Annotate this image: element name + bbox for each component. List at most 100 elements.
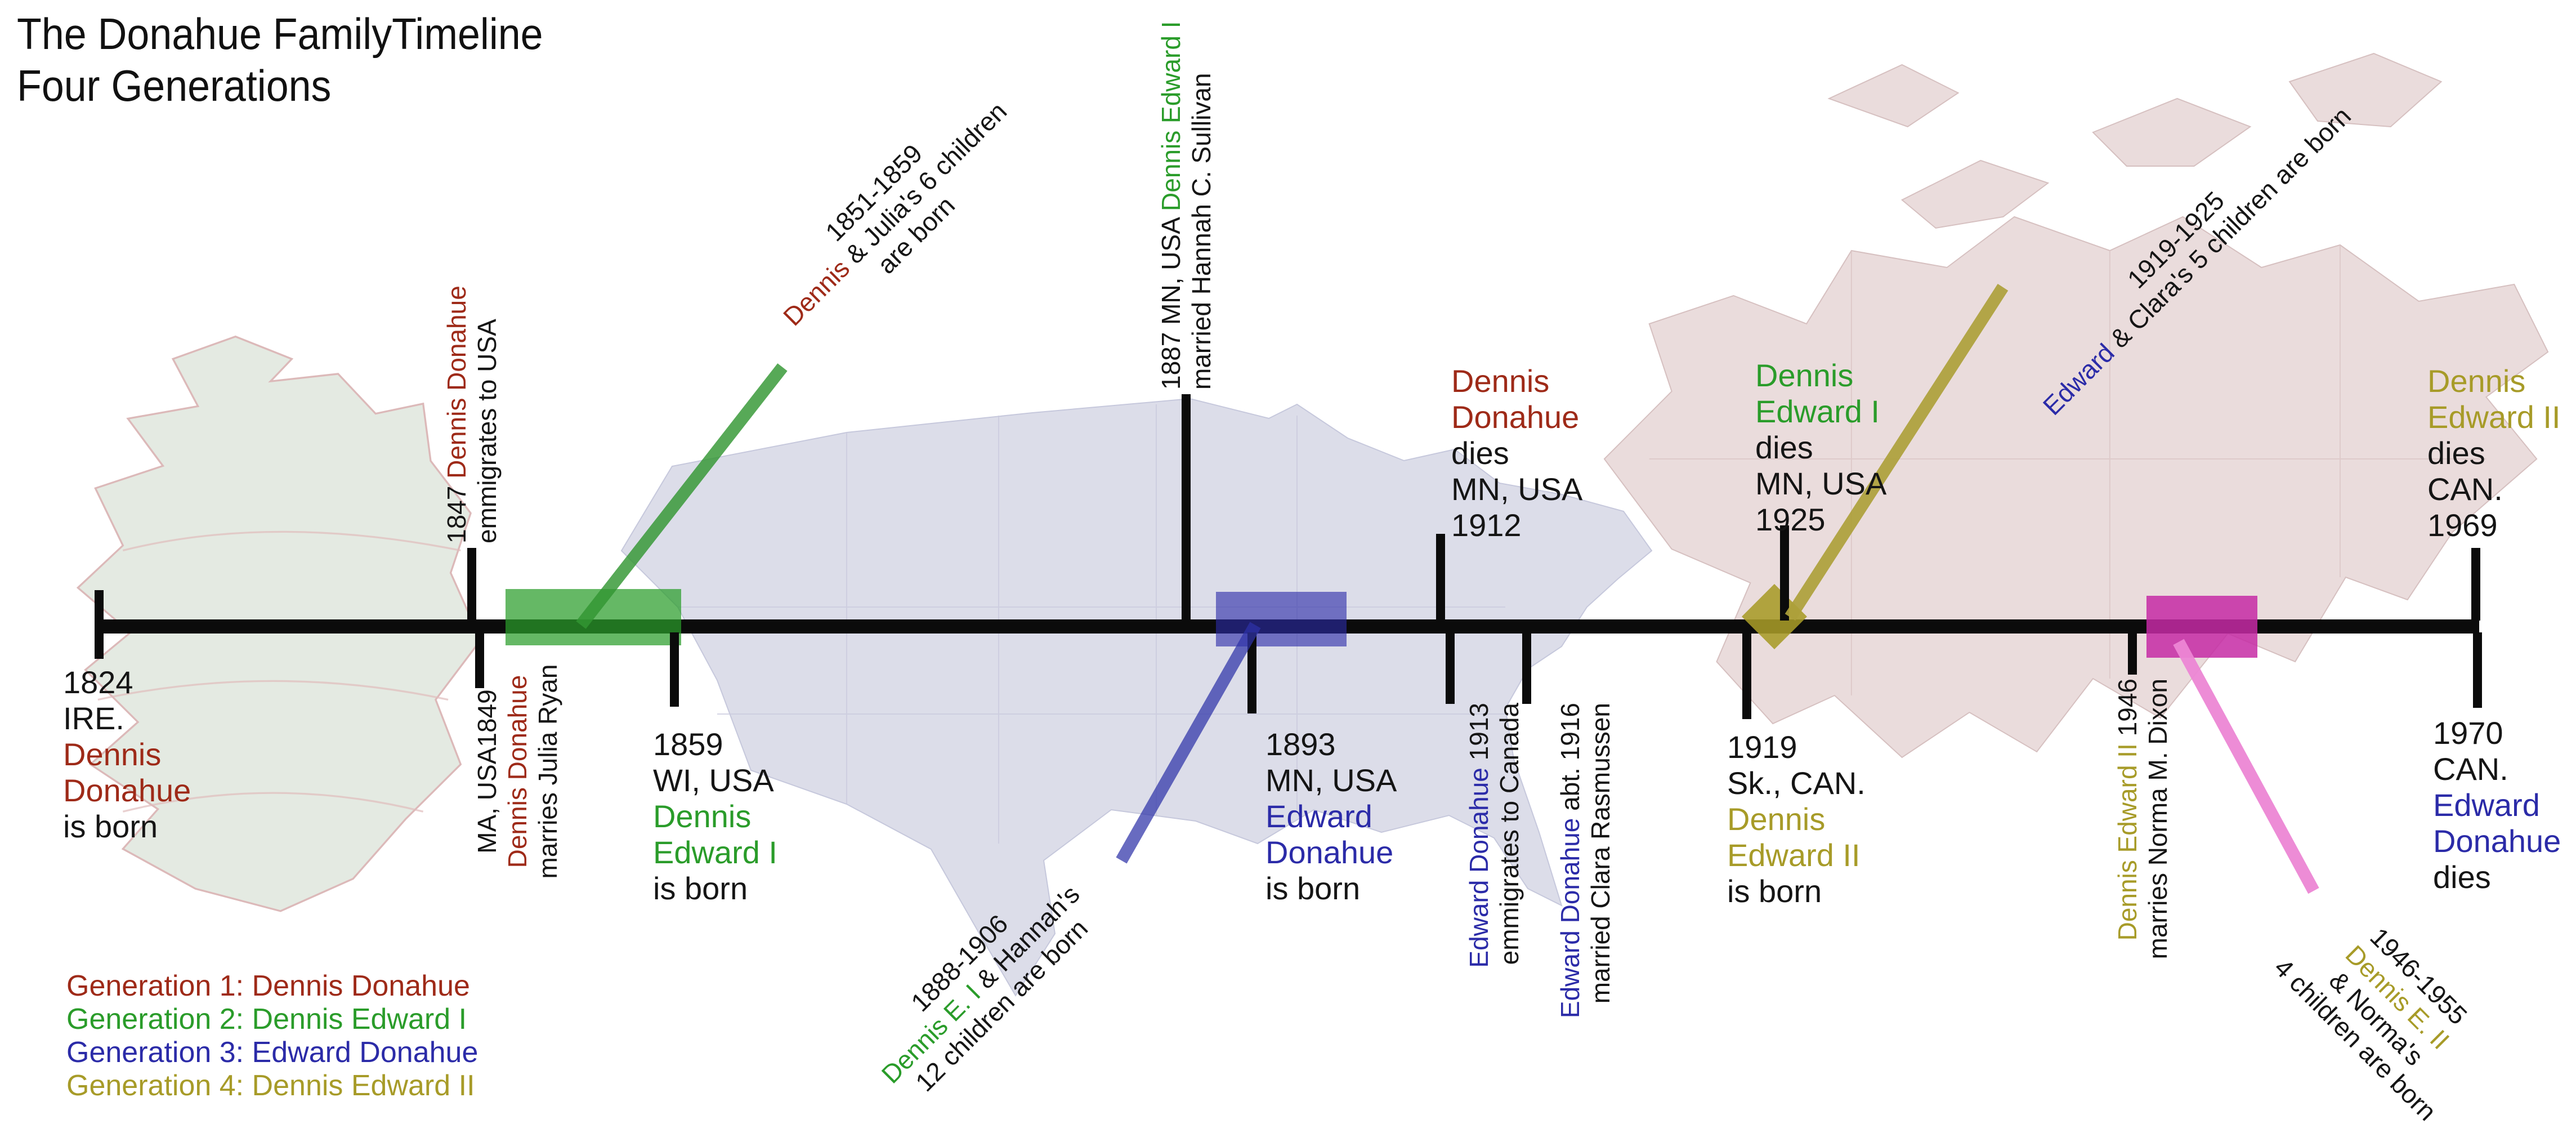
text-run: dies (1755, 430, 1813, 465)
label-line: Edward I (1755, 394, 1886, 430)
text-run: emmigrates to Canada (1495, 703, 1524, 965)
connector-1851-1859 (576, 363, 788, 629)
label-line: is born (653, 871, 777, 907)
tick-1912 (1436, 534, 1445, 621)
text-run: 1859 (653, 726, 723, 762)
text-run: 1970 (2433, 715, 2503, 751)
label-line: Donahue (63, 773, 191, 809)
label-line: Edward Donahue abt. 1916 (1555, 703, 1585, 1018)
event-1916-edward-marries-clara: Edward Donahue abt. 1916 married Clara Ra… (1555, 703, 1616, 1018)
label-line: 1970 (2433, 715, 2561, 751)
text-run: is born (1727, 873, 1822, 909)
text-run: Edward (2433, 787, 2540, 823)
event-1912-dennis-donahue-dies: Dennis Donahue dies MN, USA 1912 (1451, 363, 1582, 543)
label-line: is born (1727, 873, 1866, 909)
connector-1919-1925 (1785, 284, 2009, 621)
label-line: dies (2427, 435, 2561, 471)
text-run: Edward II (1727, 837, 1861, 873)
legend-item-generation-4: Generation 4: Dennis Edward II (66, 1069, 475, 1102)
text-run: MN, USA (1451, 471, 1583, 507)
label-line: Dennis (1451, 363, 1582, 399)
text-run: WI, USA (653, 762, 774, 798)
label-line: Dennis (1755, 358, 1886, 394)
event-1946-dennis-edward-ii-marries-norma: Dennis Edward II 1946 marries Norma M. Di… (2112, 679, 2173, 959)
text-run: Donahue (63, 773, 191, 808)
label-line: Edward II (2427, 399, 2561, 435)
label-line: 1893 (1265, 726, 1397, 762)
text-run: Donahue (1451, 399, 1580, 435)
text-run: Edward Donahue (1555, 818, 1585, 1019)
label-line: 1824 (63, 664, 191, 701)
text-run: 1969 (2427, 507, 2498, 543)
label-line: dies (1755, 430, 1886, 466)
text-run: marries Julia Ryan (533, 664, 562, 879)
text-run: dies (1451, 435, 1509, 471)
text-run: 1919 (1727, 729, 1797, 765)
event-1893-edward-donahue-born: 1893 MN, USA Edward Donahue is born (1265, 726, 1397, 907)
label-line: 1969 (2427, 507, 2561, 543)
text-run: Dennis (653, 798, 752, 834)
text-run: MA, USA1849 (472, 689, 502, 854)
text-run: 1824 (63, 664, 133, 700)
tick-1893 (1247, 632, 1256, 713)
label-line: 1919 (1727, 729, 1866, 765)
text-run: Dennis Edward II (2113, 743, 2142, 941)
event-1970-edward-donahue-dies: 1970 CAN. Edward Donahue dies (2433, 715, 2561, 895)
tick-1849 (475, 632, 484, 688)
event-1969-dennis-edward-ii-dies: Dennis Edward II dies CAN. 1969 (2427, 363, 2561, 543)
legend-item-generation-3: Generation 3: Edward Donahue (66, 1036, 478, 1069)
tick-1970 (2473, 632, 2482, 708)
page-title: The Donahue FamilyTimeline Four Generati… (17, 8, 543, 111)
text-run: IRE. (63, 701, 124, 736)
text-run: 1893 (1265, 726, 1336, 762)
tick-1859 (670, 632, 679, 707)
legend: Generation 1: Dennis Donahue Generation … (66, 970, 478, 1103)
connector-1946-1955 (2173, 639, 2319, 894)
text-run: is born (1265, 871, 1361, 906)
label-line: MN, USA (1755, 466, 1886, 502)
tick-1824 (95, 590, 104, 659)
label-line: married Hannah C. Sullivan (1186, 21, 1217, 390)
text-run: Donahue (2433, 823, 2561, 859)
text-run: Dennis (63, 737, 162, 772)
label-line: Edward (1265, 798, 1397, 835)
label-line: Edward (2433, 787, 2561, 823)
label-line: emmigrates to USA (472, 286, 502, 543)
label-line: emmigrates to Canada (1494, 703, 1524, 968)
event-1849-dennis-marries-julia: MA, USA1849 Dennis Donahue marries Julia R… (472, 664, 563, 879)
text-run: Dennis Edward I (1156, 21, 1186, 211)
label-line: 1859 (653, 726, 777, 762)
label-line: MN, USA (1265, 762, 1397, 798)
tick-1847 (467, 548, 476, 621)
label-line: is born (63, 809, 191, 845)
label-line: Sk., CAN. (1727, 765, 1866, 801)
label-line: 1925 (1755, 502, 1886, 538)
title-line-1: The Donahue FamilyTimeline (17, 9, 543, 59)
tick-1913 (1446, 632, 1455, 704)
text-run: Dennis (1451, 363, 1550, 399)
label-line: Edward Donahue 1913 (1464, 703, 1494, 968)
connector-1888-1906 (1116, 622, 1261, 864)
label-line: Dennis (63, 737, 191, 773)
text-run: Donahue (1265, 835, 1394, 870)
text-run: dies (2433, 859, 2491, 895)
label-line: MA, USA1849 (472, 664, 502, 879)
tick-1916 (1522, 632, 1531, 704)
text-run: 1913 (1464, 703, 1493, 768)
text-run: is born (63, 809, 158, 844)
event-1913-edward-donahue-emigrates: Edward Donahue 1913 emmigrates to Canada (1464, 703, 1524, 968)
label-line: Dennis (2427, 363, 2561, 399)
label-line: marries Julia Ryan (533, 664, 563, 879)
text-run: emmigrates to USA (472, 319, 502, 543)
label-line: CAN. (2427, 471, 2561, 507)
text-run: Edward II (2427, 399, 2561, 435)
text-run: dies (2427, 435, 2485, 471)
tick-1946 (2128, 632, 2137, 675)
text-run: Dennis Donahue (442, 286, 471, 479)
event-1847-dennis-donahue-emigrates: 1847 Dennis Donahue emmigrates to USA (441, 286, 502, 543)
legend-item-generation-1: Generation 1: Dennis Donahue (66, 970, 470, 1002)
event-1824-dennis-donahue-born: 1824 IRE. Dennis Donahue is born (63, 664, 191, 845)
